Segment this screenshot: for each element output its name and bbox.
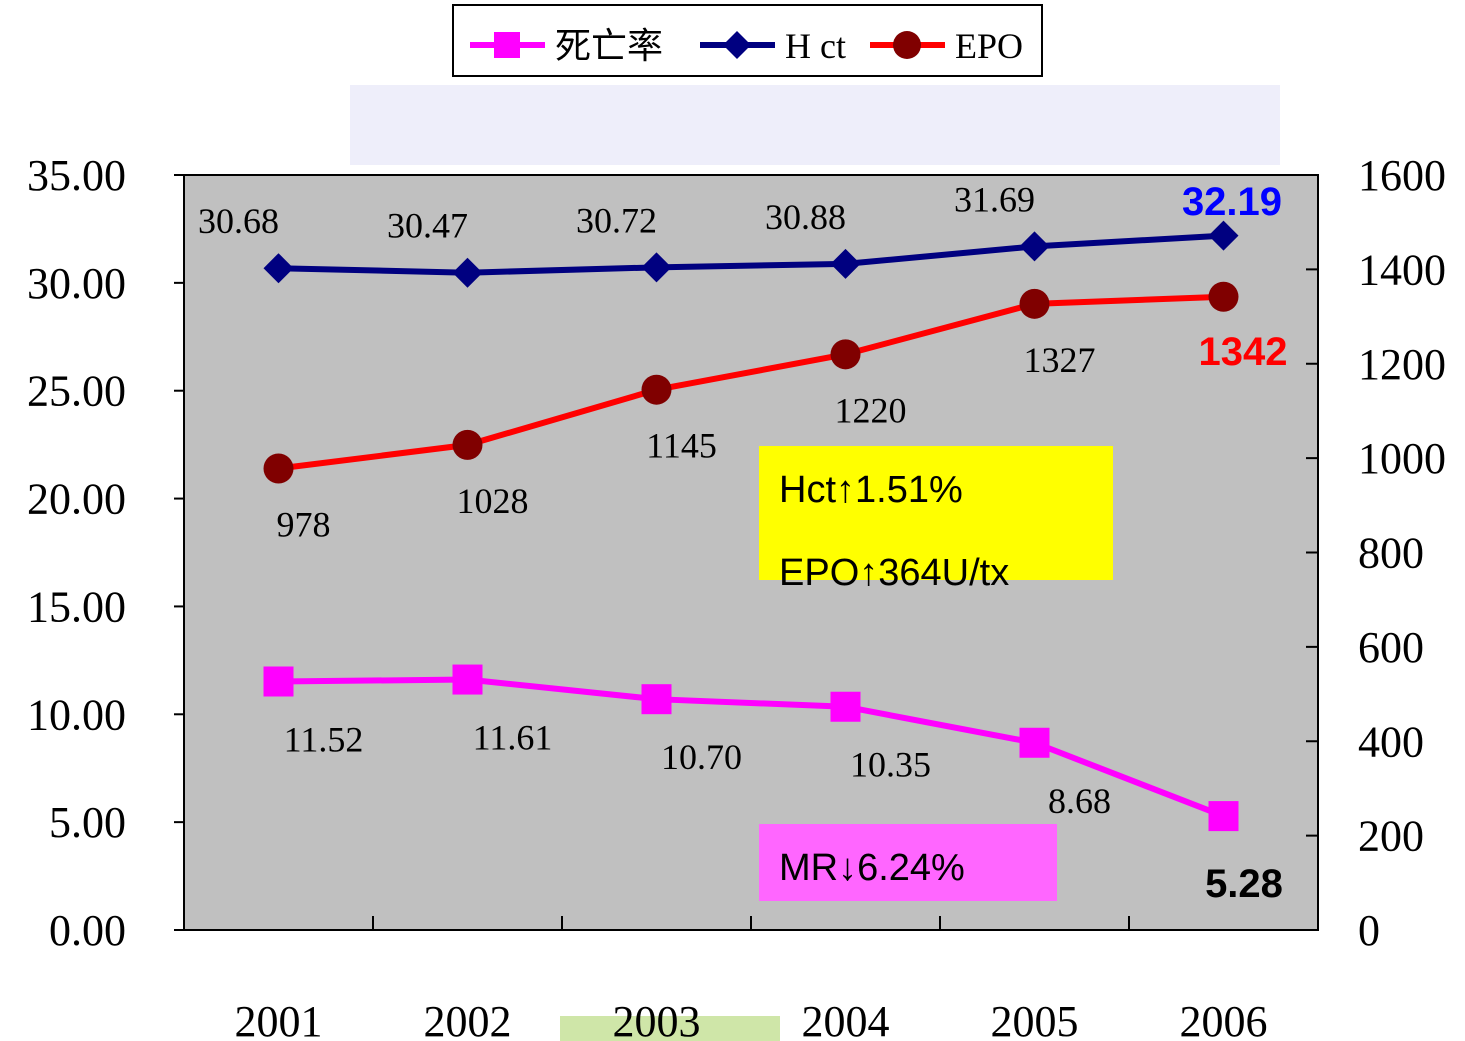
data-label: 10.70 xyxy=(661,737,742,777)
legend-label: EPO xyxy=(955,26,1023,66)
y2-tick-label: 1000 xyxy=(1358,434,1446,483)
y-tick-label: 5.00 xyxy=(49,798,126,847)
data-label: 30.47 xyxy=(387,206,468,246)
legend-marker xyxy=(893,31,921,59)
marker xyxy=(1019,231,1050,262)
marker xyxy=(641,374,672,405)
y2-tick-label: 200 xyxy=(1358,812,1424,861)
data-label: 11.52 xyxy=(284,719,364,759)
marker xyxy=(1208,220,1239,251)
y2-tick-label: 400 xyxy=(1358,717,1424,766)
marker xyxy=(263,453,294,484)
marker xyxy=(1208,281,1239,312)
legend-label: H ct xyxy=(785,26,846,66)
data-label: 32.19 xyxy=(1182,180,1282,224)
y-tick-label: 30.00 xyxy=(27,259,126,308)
y2-tick-label: 0 xyxy=(1358,906,1380,955)
data-label: 978 xyxy=(277,505,331,545)
data-label: 1327 xyxy=(1024,340,1096,380)
x-tick-label: 2006 xyxy=(1180,997,1268,1041)
y2-tick-label: 1600 xyxy=(1358,151,1446,200)
data-label: 30.72 xyxy=(576,200,657,240)
marker xyxy=(452,429,483,460)
x-tick-label: 2003 xyxy=(613,997,701,1041)
marker xyxy=(641,252,672,283)
data-label: 1145 xyxy=(646,426,717,466)
marker xyxy=(263,253,294,284)
y-tick-label: 10.00 xyxy=(27,690,126,739)
y-tick-label: 20.00 xyxy=(27,475,126,524)
legend-box xyxy=(452,4,1043,77)
marker xyxy=(830,691,861,722)
data-label: 1028 xyxy=(457,481,529,521)
marker xyxy=(1019,727,1050,758)
data-label: 11.61 xyxy=(473,718,553,758)
data-label: 30.68 xyxy=(198,201,279,241)
series-line xyxy=(278,293,1224,472)
annotation-box xyxy=(759,824,1057,901)
y-tick-label: 15.00 xyxy=(27,582,126,631)
y2-tick-label: 1200 xyxy=(1358,340,1446,389)
marker xyxy=(1208,801,1239,832)
series-line xyxy=(278,232,1224,276)
marker xyxy=(830,339,861,370)
data-label: 5.28 xyxy=(1205,862,1283,906)
annotation: EPO↑364U/tx xyxy=(779,552,1009,594)
plot-area xyxy=(183,174,1319,931)
marker xyxy=(263,666,294,697)
legend-marker xyxy=(494,32,520,58)
annotation: MR↓6.24% xyxy=(779,847,965,889)
y2-tick-label: 800 xyxy=(1358,529,1424,578)
data-label: 31.69 xyxy=(954,179,1035,219)
y-tick-label: 0.00 xyxy=(49,906,126,955)
y2-tick-label: 1400 xyxy=(1358,245,1446,294)
marker xyxy=(830,248,861,279)
y2-tick-label: 600 xyxy=(1358,623,1424,672)
marker xyxy=(1019,288,1050,319)
legend-marker xyxy=(723,31,751,59)
marker xyxy=(452,257,483,288)
y-tick-label: 35.00 xyxy=(27,151,126,200)
background-image xyxy=(560,1016,780,1041)
x-tick-label: 2005 xyxy=(991,997,1079,1041)
marker xyxy=(452,664,483,695)
data-label: 8.68 xyxy=(1048,781,1111,821)
annotation-box xyxy=(759,446,1113,580)
annotation: Hct↑1.51% xyxy=(779,469,963,511)
marker xyxy=(641,684,672,715)
y-tick-label: 25.00 xyxy=(27,367,126,416)
legend-label: 死亡率 xyxy=(555,26,663,66)
x-tick-label: 2001 xyxy=(235,997,323,1041)
data-label: 1220 xyxy=(835,390,907,430)
x-tick-label: 2002 xyxy=(424,997,512,1041)
data-label: 10.35 xyxy=(850,745,931,785)
data-label: 30.88 xyxy=(765,197,846,237)
series-line xyxy=(278,676,1225,819)
data-label: 1342 xyxy=(1199,330,1288,374)
background-shape xyxy=(350,85,1280,165)
x-tick-label: 2004 xyxy=(802,997,890,1041)
